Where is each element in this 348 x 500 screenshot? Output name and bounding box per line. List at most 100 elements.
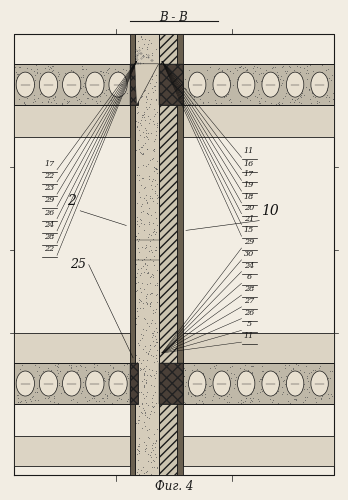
- Point: [199, 391, 204, 399]
- Point: [143, 294, 149, 302]
- Point: [111, 380, 117, 388]
- Point: [149, 366, 155, 374]
- Point: [281, 76, 286, 84]
- Point: [108, 371, 114, 379]
- Text: 22: 22: [45, 246, 55, 254]
- Point: [183, 366, 188, 374]
- Point: [112, 391, 117, 399]
- Point: [152, 110, 158, 118]
- Point: [146, 103, 152, 111]
- Point: [193, 398, 199, 406]
- Point: [42, 394, 48, 402]
- Point: [14, 68, 19, 76]
- Point: [145, 53, 151, 61]
- Point: [222, 68, 227, 76]
- Point: [139, 143, 145, 151]
- Point: [153, 164, 158, 172]
- Point: [133, 279, 139, 287]
- Point: [85, 94, 91, 102]
- Point: [145, 450, 151, 458]
- Point: [41, 376, 47, 384]
- Bar: [14, 106, 130, 138]
- Point: [141, 406, 147, 414]
- Point: [45, 364, 50, 372]
- Point: [141, 394, 147, 402]
- Point: [282, 67, 287, 75]
- Point: [109, 382, 115, 390]
- Point: [283, 92, 288, 100]
- Point: [304, 75, 310, 83]
- Point: [228, 68, 233, 76]
- Point: [137, 214, 143, 222]
- Point: [151, 224, 157, 232]
- Point: [70, 371, 76, 379]
- Point: [150, 88, 156, 96]
- Point: [119, 372, 125, 380]
- Point: [140, 142, 145, 150]
- Point: [148, 279, 153, 287]
- Point: [135, 109, 140, 117]
- Point: [150, 328, 156, 336]
- Point: [125, 370, 130, 378]
- Point: [135, 108, 141, 116]
- Point: [300, 89, 305, 97]
- Point: [151, 163, 157, 171]
- Point: [74, 386, 80, 394]
- Point: [279, 383, 285, 391]
- Point: [189, 99, 195, 107]
- Point: [24, 64, 30, 72]
- Point: [123, 66, 129, 74]
- Point: [141, 345, 146, 353]
- Point: [140, 304, 145, 312]
- Point: [137, 448, 142, 456]
- Point: [301, 368, 307, 376]
- Point: [102, 76, 108, 84]
- Point: [310, 92, 316, 100]
- Point: [140, 390, 146, 398]
- Point: [76, 84, 81, 92]
- Point: [288, 366, 294, 374]
- Point: [270, 63, 276, 71]
- Point: [74, 96, 79, 104]
- Point: [270, 377, 276, 385]
- Point: [19, 88, 25, 96]
- Point: [190, 366, 195, 374]
- Point: [330, 392, 335, 400]
- Point: [110, 363, 116, 371]
- Point: [56, 70, 61, 78]
- Point: [46, 62, 51, 70]
- Point: [242, 365, 247, 373]
- Point: [315, 386, 321, 394]
- Point: [155, 121, 160, 129]
- Point: [144, 290, 150, 298]
- Point: [300, 86, 305, 94]
- Point: [17, 398, 23, 406]
- Point: [101, 78, 106, 86]
- Point: [291, 66, 296, 74]
- Point: [269, 398, 275, 406]
- Point: [224, 387, 230, 395]
- Point: [147, 290, 152, 298]
- Point: [44, 372, 49, 380]
- Point: [148, 451, 153, 459]
- Point: [61, 95, 66, 103]
- Point: [50, 66, 55, 74]
- Point: [154, 194, 159, 202]
- Point: [306, 378, 311, 386]
- Point: [185, 390, 190, 398]
- Point: [102, 390, 108, 398]
- Ellipse shape: [109, 371, 127, 396]
- Point: [150, 440, 156, 448]
- Point: [142, 35, 148, 43]
- Point: [322, 70, 328, 78]
- Point: [266, 381, 271, 389]
- Point: [135, 254, 141, 262]
- Point: [220, 75, 226, 83]
- Point: [247, 398, 253, 406]
- Point: [139, 33, 144, 41]
- Point: [188, 392, 193, 400]
- Point: [141, 418, 147, 426]
- Point: [188, 379, 194, 387]
- Point: [201, 372, 206, 380]
- Text: Фиг. 4: Фиг. 4: [155, 480, 193, 492]
